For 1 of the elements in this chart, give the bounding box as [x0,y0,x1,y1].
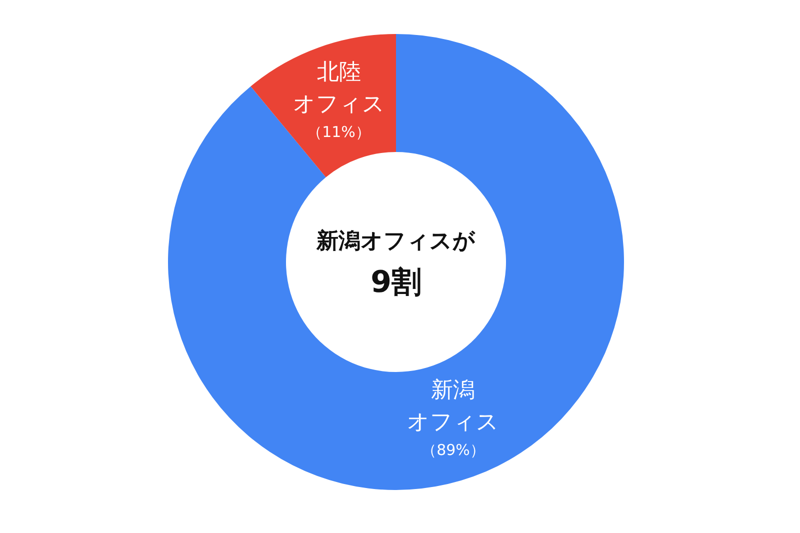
text: 新潟オフィスが 9割 [316,228,476,300]
